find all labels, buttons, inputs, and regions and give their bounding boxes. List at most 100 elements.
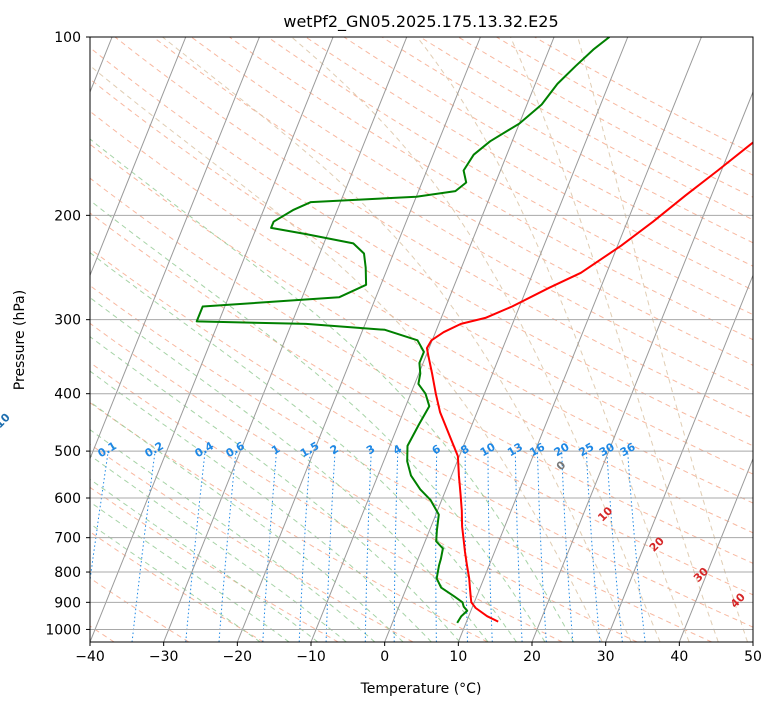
dry-adiabat-line	[419, 37, 753, 221]
moist-adiabat-line	[90, 296, 489, 642]
y-axis-title: Pressure (hPa)	[12, 290, 28, 390]
dry-adiabat-line	[90, 284, 712, 642]
isopleth-labels: -100-90-80-70-60-50-40-30-20-100.10.20.4…	[0, 411, 748, 611]
moist-adiabat-line	[291, 37, 661, 642]
mixing-ratio-label: 30	[597, 440, 617, 459]
x-tick-label: 20	[523, 649, 541, 665]
isotherm-line	[531, 90, 753, 642]
y-tick-label: 1000	[45, 622, 81, 638]
moist-adiabat-line	[90, 522, 261, 642]
mixing-ratio-label: 25	[576, 440, 596, 459]
moist-adiabat-line	[90, 199, 546, 642]
mixing-ratio-label: 2	[328, 442, 341, 457]
mixing-ratio-label: 3	[364, 442, 377, 457]
isotherm-line	[605, 273, 753, 642]
dry-adiabat-label: -10	[0, 411, 13, 434]
dry-adiabat-line	[90, 443, 414, 642]
x-tick-label: 40	[670, 649, 688, 665]
isotherm-line	[90, 37, 334, 642]
dry-adiabat-line	[90, 361, 563, 642]
moist-adiabat-line	[90, 252, 517, 642]
dry-adiabat-line	[343, 37, 753, 267]
moist-adiabat-line	[510, 37, 719, 642]
y-tick-label: 500	[54, 444, 81, 460]
mixing-ratio-line	[487, 451, 493, 642]
plot-frame	[89, 36, 754, 643]
moist-adiabat-line	[90, 429, 376, 642]
mixing-ratio-line	[627, 451, 646, 642]
mixing-ratio-label: 10	[478, 440, 498, 459]
moist-adiabat-line	[162, 37, 632, 642]
mixing-ratio-line	[536, 451, 547, 642]
x-tick-label: −20	[223, 649, 253, 665]
mixing-ratio-label: 6	[430, 442, 443, 457]
moist-adiabat-line	[90, 478, 319, 642]
dry-adiabat-line	[90, 78, 753, 475]
moist-adiabat-line	[90, 501, 290, 642]
mixing-ratio-label: 4	[391, 442, 404, 457]
mixing-ratio-line	[435, 451, 438, 642]
dry-adiabat-line	[305, 37, 753, 291]
x-tick-label: 10	[449, 649, 467, 665]
y-tick-label: 600	[54, 491, 81, 507]
mixing-ratio-line	[298, 451, 311, 642]
dry-adiabat-line	[90, 177, 753, 564]
y-tick-label: 200	[54, 208, 81, 224]
mixing-ratio-line	[262, 451, 277, 642]
mixing-ratio-line	[606, 451, 623, 642]
moist-adiabat-line	[416, 37, 690, 642]
mixing-ratio-label: 0.4	[193, 439, 217, 460]
sounding-profiles	[195, 37, 753, 624]
dry-adiabat-line	[90, 212, 753, 596]
y-tick-label: 300	[54, 313, 81, 329]
moist-adiabat-line	[90, 370, 432, 642]
moist-adiabat-line	[577, 37, 748, 642]
background-lines	[90, 37, 753, 642]
isotherm-line	[90, 37, 187, 277]
dry-adiabat-line	[90, 322, 638, 642]
x-tick-label: −30	[149, 649, 179, 665]
x-axis-ticks: −40 −30 −20 −10 0 10 20 30 40 50	[75, 642, 762, 665]
isotherm-line	[457, 37, 702, 642]
x-tick-label: 0	[380, 649, 389, 665]
y-tick-label: 800	[54, 565, 81, 581]
moist-adiabat-label: 10	[595, 504, 615, 524]
y-tick-label: 400	[54, 387, 81, 403]
moist-adiabat-line	[90, 401, 404, 642]
dry-adiabat-line	[267, 37, 753, 316]
isotherm-line	[90, 37, 260, 461]
isotherm-line	[236, 37, 481, 642]
dry-adiabat-line	[90, 486, 339, 642]
mixing-ratio-label: 20	[552, 440, 572, 459]
isotherm-line	[384, 37, 629, 642]
y-tick-label: 700	[54, 531, 81, 547]
mixing-ratio-line	[218, 451, 237, 642]
x-tick-label: −10	[296, 649, 326, 665]
dry-adiabat-line	[496, 37, 753, 176]
y-axis-ticks: 100 200 300 400 500 600 700 800 900 1000	[45, 30, 90, 638]
moist-adiabat-label: 40	[728, 590, 748, 610]
temperature-profile	[425, 141, 753, 623]
isotherm-line	[163, 37, 408, 642]
moist-adiabat-line	[90, 336, 461, 642]
x-tick-label: 30	[597, 649, 615, 665]
isotherm-line	[752, 640, 753, 642]
mixing-ratio-label: 36	[618, 440, 638, 459]
y-tick-label: 900	[54, 595, 81, 611]
dry-adiabat-line	[90, 47, 753, 447]
dewpoint-profile	[195, 37, 611, 624]
mixing-ratio-label: 0.1	[96, 439, 119, 460]
x-tick-label: 50	[744, 649, 762, 665]
mixing-ratio-label: 16	[527, 440, 547, 459]
x-axis-title: Temperature (°C)	[360, 681, 482, 697]
mixing-ratio-line	[561, 451, 574, 642]
moist-adiabat-line	[90, 454, 347, 642]
chart-title: wetPf2_GN05.2025.175.13.32.E25	[283, 12, 558, 32]
dry-adiabat-line	[114, 37, 753, 419]
moist-adiabat-label: 0	[554, 458, 569, 473]
y-tick-label: 100	[54, 30, 81, 46]
mixing-ratio-line	[325, 451, 336, 642]
moist-adiabat-line	[90, 65, 603, 642]
mixing-ratio-line	[90, 451, 109, 584]
